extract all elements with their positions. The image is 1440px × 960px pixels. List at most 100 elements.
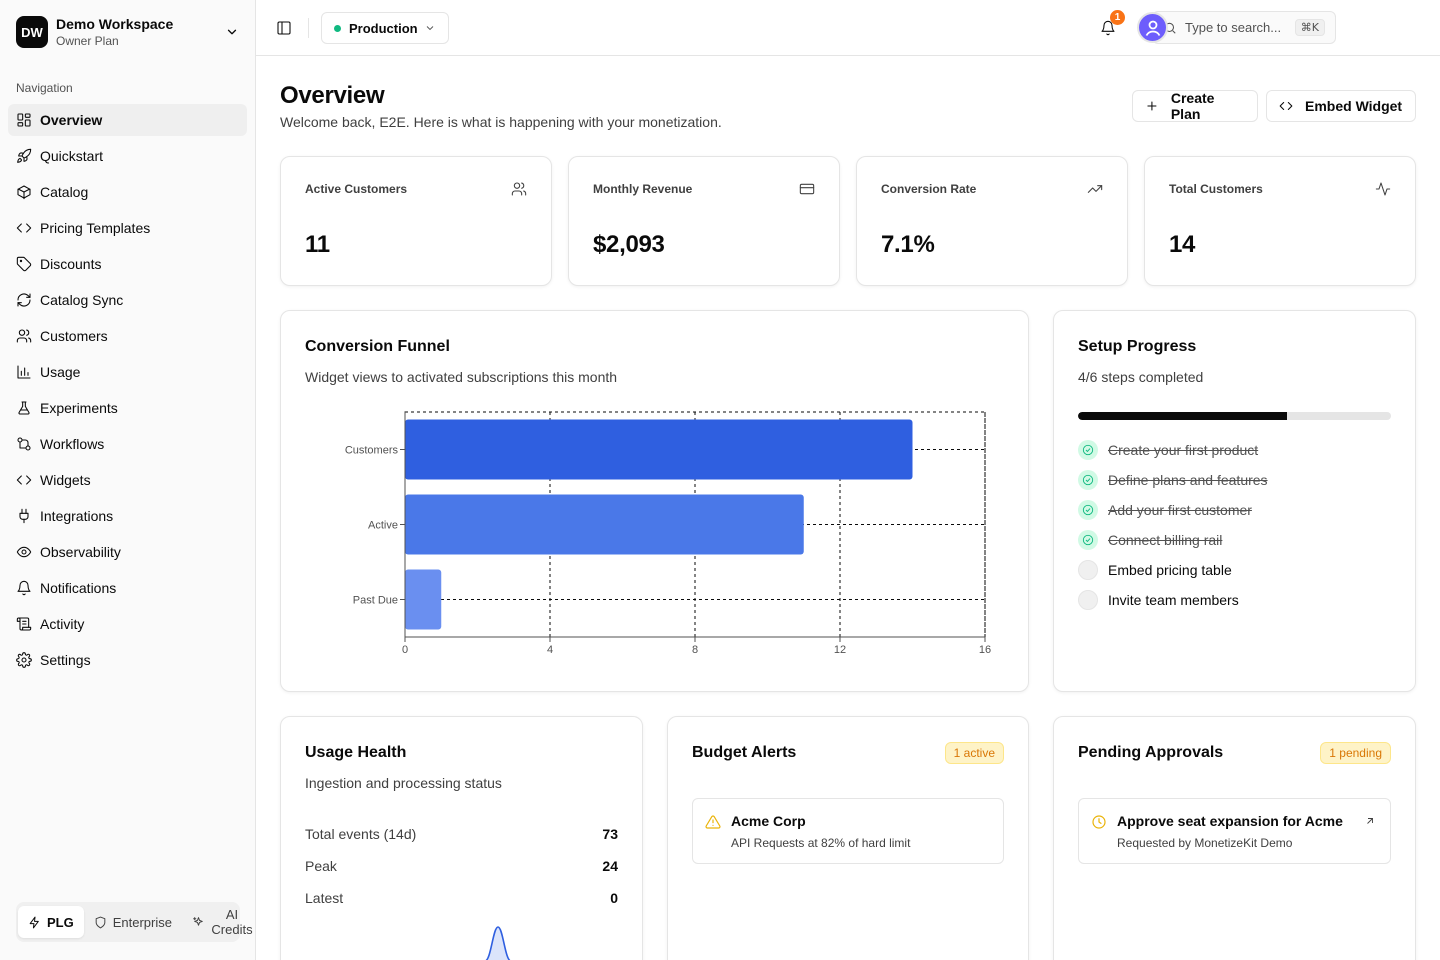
workflow-icon — [16, 436, 32, 452]
credit-card-icon — [799, 181, 815, 197]
sidebar-item-label: Integrations — [40, 508, 114, 524]
scroll-icon — [16, 616, 32, 632]
sidebar-item-overview[interactable]: Overview — [8, 104, 247, 136]
sidebar-item-discounts[interactable]: Discounts — [8, 248, 247, 280]
search-input[interactable] — [1185, 20, 1283, 35]
embed-widget-button[interactable]: Embed Widget — [1266, 90, 1416, 122]
sidebar-item-label: Customers — [40, 328, 108, 344]
budget-alert-item[interactable]: Acme Corp API Requests at 82% of hard li… — [692, 798, 1004, 864]
usage-row-label: Peak — [305, 858, 337, 874]
bar-chart-icon — [16, 364, 32, 380]
stat-value: $2,093 — [593, 231, 665, 258]
search-box[interactable]: ⌘K — [1152, 11, 1336, 44]
environment-status-dot — [334, 24, 341, 32]
external-link-icon[interactable] — [1364, 814, 1376, 826]
check-circle-icon — [1078, 440, 1098, 460]
mode-enterprise-button[interactable]: Enterprise — [84, 906, 182, 938]
sidebar-item-activity[interactable]: Activity — [8, 608, 247, 640]
stat-label: Conversion Rate — [881, 182, 977, 196]
topbar-divider — [308, 18, 309, 38]
mode-ai-label-line2: Credits — [211, 922, 253, 937]
sidebar-item-catalog[interactable]: Catalog — [8, 176, 247, 208]
sidebar-nav: Overview Quickstart Catalog Pricing Temp… — [8, 104, 247, 680]
sidebar-item-quickstart[interactable]: Quickstart — [8, 140, 247, 172]
sidebar-item-label: Widgets — [40, 472, 91, 488]
workspace-avatar: DW — [16, 16, 48, 48]
sidebar-item-widgets[interactable]: Widgets — [8, 464, 247, 496]
setup-steps-list: Create your first product Define plans a… — [1078, 435, 1391, 615]
sidebar-item-label: Notifications — [40, 580, 117, 596]
bell-icon — [16, 580, 32, 596]
setup-step-label: Define plans and features — [1108, 472, 1268, 488]
code-icon — [16, 472, 32, 488]
usage-row: Latest 0 — [305, 882, 618, 914]
create-plan-button[interactable]: Create Plan — [1132, 90, 1258, 122]
chart-x-tick-label: 0 — [402, 644, 408, 656]
workspace-switcher[interactable]: DW Demo Workspace Owner Plan — [8, 8, 248, 56]
sidebar-item-workflows[interactable]: Workflows — [8, 428, 247, 460]
setup-step-label: Add your first customer — [1108, 502, 1252, 518]
sidebar-item-label: Quickstart — [40, 148, 104, 164]
setup-step-label: Invite team members — [1108, 592, 1239, 608]
plus-icon — [1147, 101, 1157, 111]
bell-icon — [1101, 20, 1115, 36]
sidebar-item-label: Overview — [40, 112, 103, 128]
warning-icon — [705, 814, 721, 830]
zap-icon — [29, 916, 39, 928]
chart-bar — [405, 569, 442, 630]
package-icon — [16, 184, 32, 200]
sparkles-icon — [193, 916, 203, 926]
setup-step[interactable]: Add your first customer — [1078, 495, 1391, 525]
empty-circle-icon — [1078, 590, 1098, 610]
sidebar-item-integrations[interactable]: Integrations — [8, 500, 247, 532]
sidebar: DW Demo Workspace Owner Plan Navigation … — [0, 0, 256, 960]
setup-progress-card: Setup Progress 4/6 steps completed Creat… — [1053, 310, 1416, 692]
sidebar-item-notifications[interactable]: Notifications — [8, 572, 247, 604]
sidebar-item-usage[interactable]: Usage — [8, 356, 247, 388]
stat-label: Monthly Revenue — [593, 182, 693, 196]
stat-label: Total Customers — [1169, 182, 1263, 196]
approval-item[interactable]: Approve seat expansion for Acme Requeste… — [1078, 798, 1391, 864]
sidebar-item-observability[interactable]: Observability — [8, 536, 247, 568]
funnel-chart: 0 4 8 12 16 Customers Active Past Due — [345, 411, 991, 656]
stat-label: Active Customers — [305, 182, 408, 196]
setup-step[interactable]: Embed pricing table — [1078, 555, 1391, 585]
chart-category-label: Customers — [345, 445, 399, 457]
stat-card-active-customers: Active Customers 11 — [280, 156, 552, 286]
setup-step[interactable]: Connect billing rail — [1078, 525, 1391, 555]
setup-step-label: Create your first product — [1108, 442, 1259, 458]
flask-icon — [16, 400, 32, 416]
page-title: Overview — [280, 82, 385, 109]
mode-enterprise-label: Enterprise — [112, 914, 172, 930]
stat-value: 7.1% — [881, 231, 935, 258]
sidebar-item-customers[interactable]: Customers — [8, 320, 247, 352]
sidebar-item-catalog-sync[interactable]: Catalog Sync — [8, 284, 247, 316]
stat-card-monthly-revenue: Monthly Revenue $2,093 — [568, 156, 840, 286]
budget-status-badge: 1 active — [944, 742, 1004, 764]
setup-step[interactable]: Invite team members — [1078, 585, 1391, 615]
budget-alert-subtitle: API Requests at 82% of hard limit — [731, 836, 911, 850]
sidebar-item-settings[interactable]: Settings — [8, 644, 247, 676]
setup-step[interactable]: Create your first product — [1078, 435, 1391, 465]
user-avatar[interactable] — [1137, 12, 1168, 43]
setup-step[interactable]: Define plans and features — [1078, 465, 1391, 495]
sidebar-item-experiments[interactable]: Experiments — [8, 392, 247, 424]
workspace-text: Demo Workspace Owner Plan — [56, 15, 224, 49]
environment-selector[interactable]: Production — [321, 12, 449, 44]
sidebar-item-label: Catalog — [40, 184, 89, 200]
sidebar-item-pricing-templates[interactable]: Pricing Templates — [8, 212, 247, 244]
users-icon — [16, 328, 32, 344]
users-icon — [511, 181, 527, 197]
notifications-button[interactable] — [1095, 15, 1121, 41]
mode-ai-credits-button[interactable]: AI Credits — [182, 906, 263, 938]
page-subtitle: Welcome back, E2E. Here is what is happe… — [280, 114, 722, 130]
sidebar-toggle-button[interactable] — [270, 14, 298, 42]
chart-x-tick-label: 12 — [834, 644, 846, 656]
chevron-down-icon — [426, 26, 433, 31]
embed-widget-label: Embed Widget — [1305, 98, 1403, 114]
chart-category-label: Active — [368, 520, 398, 532]
clock-icon — [1091, 814, 1107, 830]
stat-card-total-customers: Total Customers 14 — [1144, 156, 1416, 286]
mode-plg-button[interactable]: PLG — [18, 906, 84, 938]
